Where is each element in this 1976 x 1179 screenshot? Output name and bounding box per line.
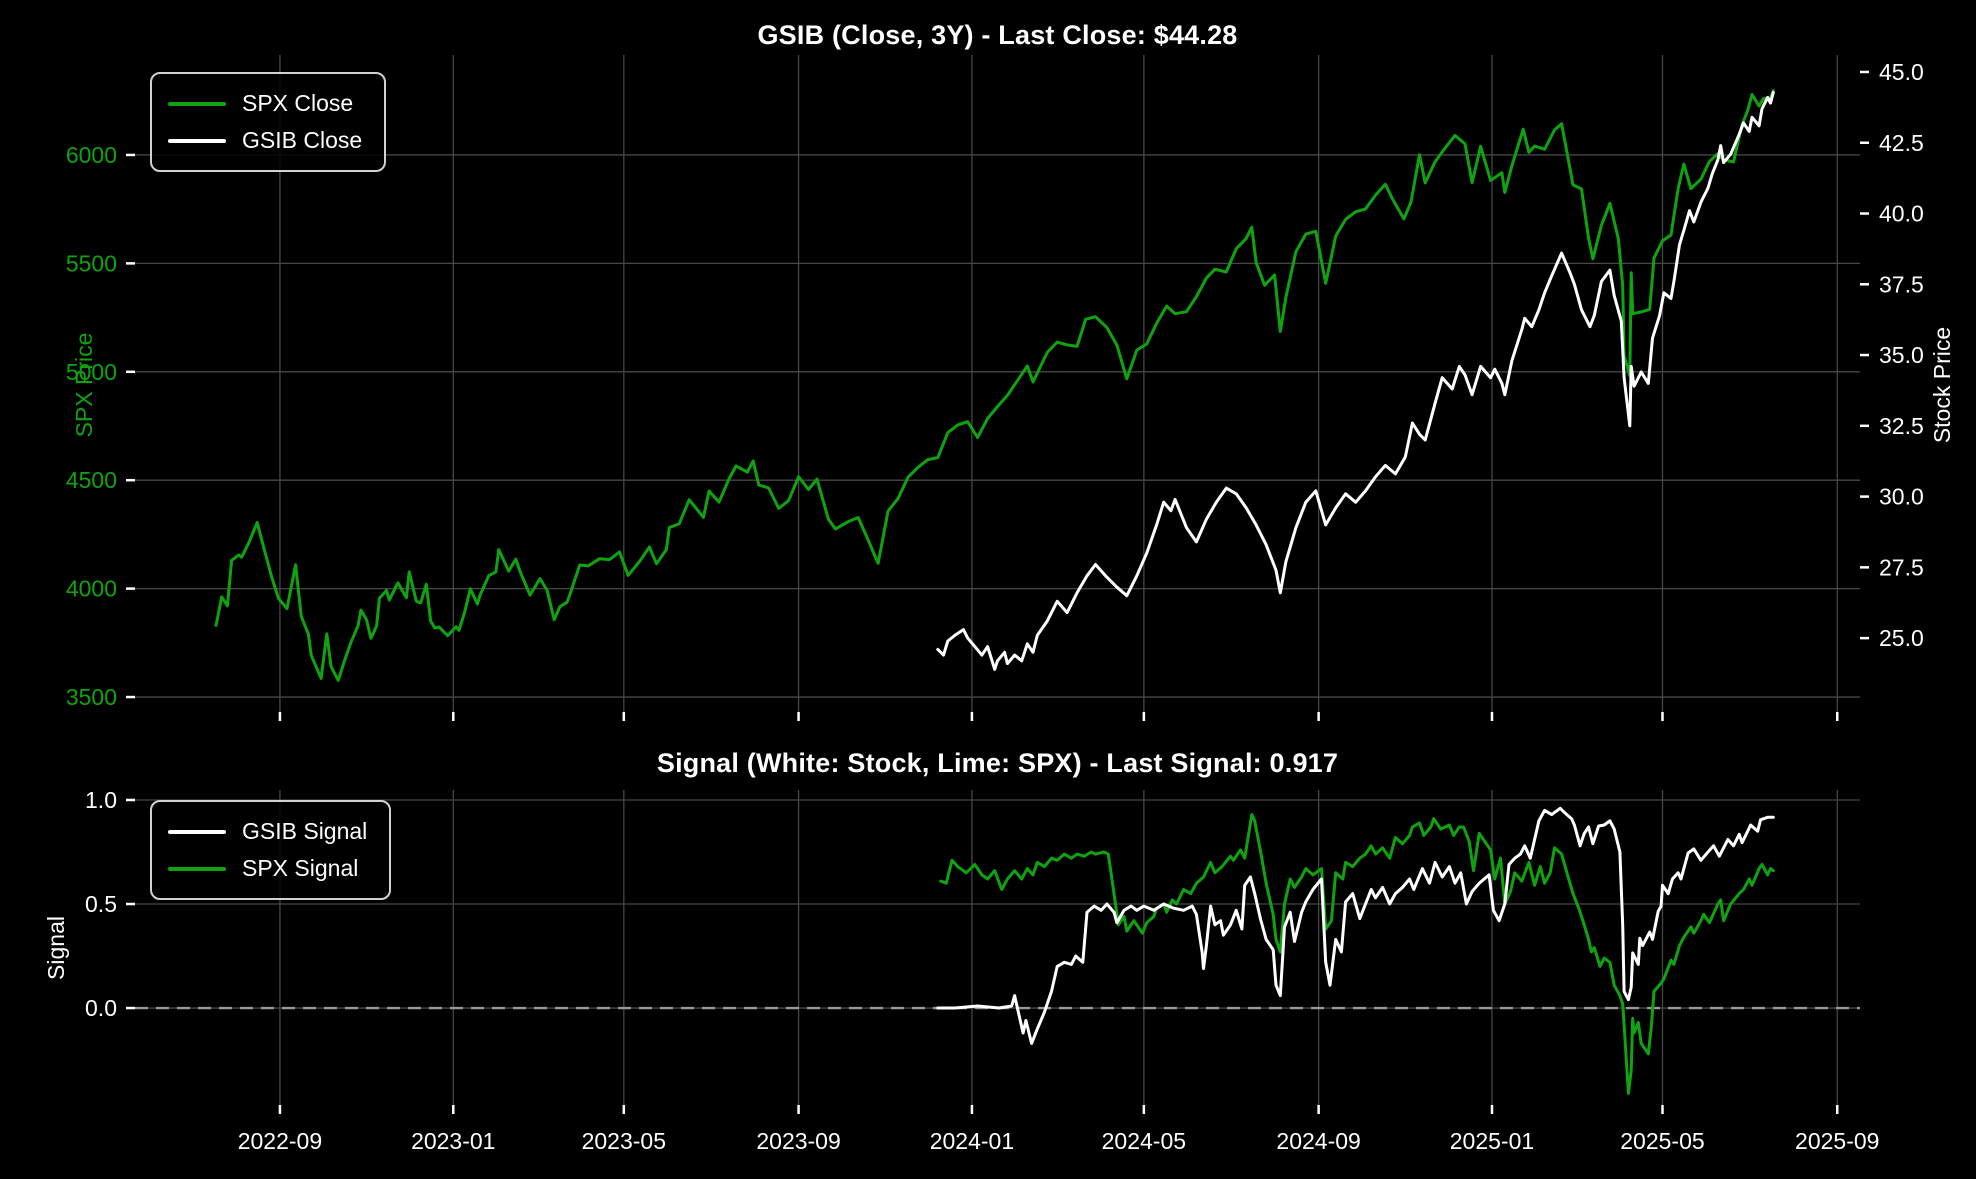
legend-item-gsib-close: GSIB Close xyxy=(168,122,362,159)
legend-label: SPX Close xyxy=(242,90,354,116)
bottom-chart-title: Signal (White: Stock, Lime: SPX) - Last … xyxy=(656,748,1339,778)
x-tick-label: 2024-09 xyxy=(1276,1128,1360,1154)
top-chart-legend: SPX Close GSIB Close xyxy=(150,72,387,172)
y-tick-label-left: 0.0 xyxy=(85,995,117,1021)
legend-item-spx-close: SPX Close xyxy=(168,85,362,122)
y-tick-label-left: 4500 xyxy=(66,467,117,493)
spx-close-line-swatch xyxy=(168,101,226,106)
y-tick-label-left: 6000 xyxy=(66,142,117,168)
y-tick-label-left: 1.0 xyxy=(85,787,117,813)
series-gsib-signal xyxy=(936,806,1775,1045)
series-spx-close xyxy=(214,89,1775,682)
y-tick-label-left: 3500 xyxy=(66,684,117,710)
y-tick-label-right: 30.0 xyxy=(1879,484,1924,510)
x-tick-label: 2023-05 xyxy=(582,1128,666,1154)
legend-item-gsib-signal: GSIB Signal xyxy=(168,813,367,850)
y-tick-label-right: 37.5 xyxy=(1879,271,1924,297)
legend-item-spx-signal: SPX Signal xyxy=(168,850,367,887)
y-tick-label-left: 4000 xyxy=(66,576,117,602)
y-tick-label-left: 5000 xyxy=(66,359,117,385)
y-tick-label-right: 32.5 xyxy=(1879,413,1924,439)
gsib-signal-line-swatch xyxy=(168,829,226,834)
y-tick-label-left: 0.5 xyxy=(85,891,117,917)
top-right-axis-label: Stock Price xyxy=(1929,326,1955,444)
x-tick-label: 2025-01 xyxy=(1450,1128,1534,1154)
x-tick-label: 2024-05 xyxy=(1102,1128,1186,1154)
legend-label: GSIB Close xyxy=(242,127,363,153)
series-spx-signal xyxy=(939,813,1775,1095)
x-tick-label: 2022-09 xyxy=(238,1128,322,1154)
bottom-chart-legend: GSIB Signal SPX Signal xyxy=(150,800,392,900)
x-tick-label: 2024-01 xyxy=(930,1128,1014,1154)
y-tick-label-right: 27.5 xyxy=(1879,554,1924,580)
y-tick-label-right: 45.0 xyxy=(1879,59,1924,85)
top-chart-title: GSIB (Close, 3Y) - Last Close: $44.28 xyxy=(757,20,1238,50)
top-left-axis-label: SPX Price xyxy=(71,332,97,438)
x-tick-label: 2025-09 xyxy=(1795,1128,1879,1154)
y-tick-label-right: 42.5 xyxy=(1879,130,1924,156)
bottom-left-axis-label: Signal xyxy=(43,916,69,980)
x-tick-label: 2023-01 xyxy=(411,1128,495,1154)
y-tick-label-left: 5500 xyxy=(66,250,117,276)
gsib-close-line-swatch xyxy=(168,138,226,143)
y-tick-label-right: 40.0 xyxy=(1879,201,1924,227)
legend-label: GSIB Signal xyxy=(242,818,368,844)
x-tick-label: 2025-05 xyxy=(1620,1128,1704,1154)
legend-label: SPX Signal xyxy=(242,855,359,881)
y-tick-label-right: 35.0 xyxy=(1879,342,1924,368)
y-tick-label-right: 25.0 xyxy=(1879,625,1924,651)
series-gsib-close xyxy=(936,90,1775,671)
x-tick-label: 2023-09 xyxy=(756,1128,840,1154)
spx-signal-line-swatch xyxy=(168,866,226,871)
